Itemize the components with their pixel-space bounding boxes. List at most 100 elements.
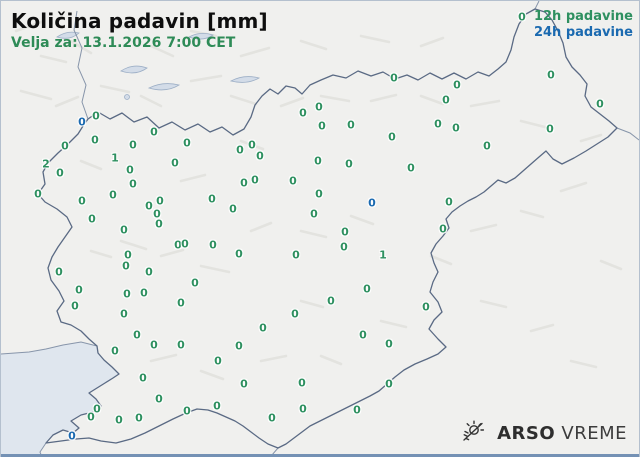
station-value-12h: 0 xyxy=(385,377,393,391)
station-value-12h: 0 xyxy=(345,157,353,171)
station-value-12h: 0 xyxy=(155,217,163,231)
station-value-12h: 0 xyxy=(315,100,323,114)
station-value-12h: 0 xyxy=(385,337,393,351)
station-value-12h: 0 xyxy=(34,187,42,201)
station-value-12h: 0 xyxy=(174,238,182,252)
station-value-12h: 0 xyxy=(155,392,163,406)
sun-weather-icon xyxy=(461,419,485,447)
station-value-12h: 0 xyxy=(229,202,237,216)
station-value-12h: 0 xyxy=(240,176,248,190)
station-value-12h: 0 xyxy=(390,71,398,85)
station-value-12h: 0 xyxy=(156,194,164,208)
station-value-12h: 0 xyxy=(483,139,491,153)
station-value-12h: 0 xyxy=(209,238,217,252)
station-value-12h: 0 xyxy=(87,410,95,424)
station-value-12h: 0 xyxy=(256,149,264,163)
branding-arso: ARSO xyxy=(497,422,556,444)
station-value-12h: 0 xyxy=(177,338,185,352)
station-value-12h: 0 xyxy=(518,10,526,24)
station-value-12h: 0 xyxy=(135,411,143,425)
station-value-12h: 0 xyxy=(191,276,199,290)
adriatic-sea xyxy=(1,342,119,457)
branding: ARSO VREME xyxy=(461,419,627,447)
station-value-12h: 0 xyxy=(341,225,349,239)
station-value-12h: 0 xyxy=(236,143,244,157)
station-value-12h: 0 xyxy=(363,282,371,296)
station-value-12h: 0 xyxy=(353,403,361,417)
station-value-12h: 0 xyxy=(171,156,179,170)
station-value-12h: 0 xyxy=(183,404,191,418)
station-value-12h: 0 xyxy=(126,163,134,177)
station-value-12h: 0 xyxy=(240,377,248,391)
station-value-12h: 0 xyxy=(347,118,355,132)
station-value-12h: 0 xyxy=(315,187,323,201)
station-value-12h: 0 xyxy=(56,166,64,180)
station-value-12h: 0 xyxy=(129,177,137,191)
station-value-12h: 0 xyxy=(78,194,86,208)
station-value-12h: 0 xyxy=(445,195,453,209)
station-value-12h: 0 xyxy=(75,283,83,297)
station-value-12h: 0 xyxy=(359,328,367,342)
station-value-12h: 0 xyxy=(91,133,99,147)
station-value-12h: 0 xyxy=(181,237,189,251)
valid-for-subtitle: Velja za: 13.1.2026 7:00 CET xyxy=(11,35,236,51)
station-value-12h: 1 xyxy=(379,248,387,262)
frame-bottom-border xyxy=(1,454,639,457)
station-value-12h: 0 xyxy=(248,138,256,152)
station-value-12h: 0 xyxy=(133,328,141,342)
station-value-12h: 0 xyxy=(153,207,161,221)
station-value-12h: 0 xyxy=(434,117,442,131)
legend-item-24h: 24h padavine xyxy=(533,25,633,40)
station-value-12h: 0 xyxy=(150,125,158,139)
station-value-12h: 0 xyxy=(340,240,348,254)
station-value-12h: 0 xyxy=(122,259,130,273)
station-value-12h: 0 xyxy=(268,411,276,425)
station-value-12h: 0 xyxy=(422,300,430,314)
station-value-12h: 0 xyxy=(123,287,131,301)
station-value-12h: 0 xyxy=(213,399,221,413)
station-value-12h: 0 xyxy=(388,130,396,144)
slovenia-border xyxy=(37,8,618,449)
station-value-12h: 1 xyxy=(111,151,119,165)
station-value-24h: 0 xyxy=(368,196,376,210)
station-value-12h: 0 xyxy=(124,248,132,262)
station-value-12h: 0 xyxy=(442,93,450,107)
station-value-12h: 0 xyxy=(299,402,307,416)
station-value-12h: 0 xyxy=(88,212,96,226)
station-value-12h: 0 xyxy=(120,223,128,237)
station-value-12h: 0 xyxy=(298,376,306,390)
station-value-12h: 0 xyxy=(251,173,259,187)
station-value-12h: 0 xyxy=(439,222,447,236)
station-value-12h: 0 xyxy=(452,121,460,135)
station-value-12h: 0 xyxy=(109,188,117,202)
station-value-12h: 2 xyxy=(42,157,50,171)
station-value-12h: 0 xyxy=(318,119,326,133)
lakes xyxy=(56,31,261,100)
station-value-12h: 0 xyxy=(145,199,153,213)
station-value-12h: 0 xyxy=(310,207,318,221)
station-value-12h: 0 xyxy=(92,109,100,123)
station-value-12h: 0 xyxy=(208,192,216,206)
station-value-12h: 0 xyxy=(177,296,185,310)
station-value-12h: 0 xyxy=(150,338,158,352)
station-value-12h: 0 xyxy=(453,78,461,92)
station-value-12h: 0 xyxy=(145,265,153,279)
station-value-24h: 0 xyxy=(68,429,76,443)
station-value-12h: 0 xyxy=(55,265,63,279)
station-value-12h: 0 xyxy=(140,286,148,300)
station-value-12h: 0 xyxy=(596,97,604,111)
station-value-12h: 0 xyxy=(93,402,101,416)
station-value-12h: 0 xyxy=(289,174,297,188)
station-value-12h: 0 xyxy=(547,68,555,82)
station-value-12h: 0 xyxy=(314,154,322,168)
station-value-12h: 0 xyxy=(292,248,300,262)
station-value-12h: 0 xyxy=(71,299,79,313)
station-value-12h: 0 xyxy=(120,307,128,321)
legend-item-12h: 12h padavine xyxy=(533,9,633,24)
page-title: Količina padavin [mm] xyxy=(11,9,268,33)
branding-vreme: VREME xyxy=(561,422,627,444)
legend: 12h padavine 24h padavine xyxy=(534,9,633,41)
station-value-12h: 0 xyxy=(546,122,554,136)
